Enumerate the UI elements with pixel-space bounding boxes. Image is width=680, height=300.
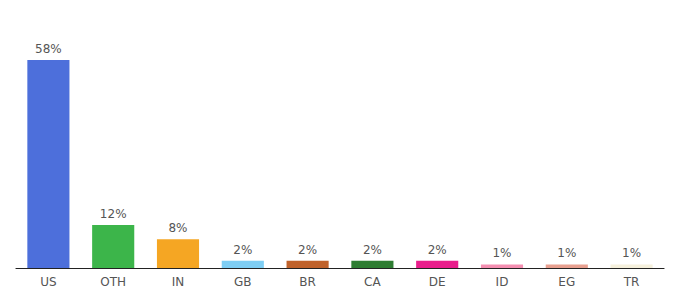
svg-text:EG: EG [558,275,575,289]
svg-text:BR: BR [299,275,316,289]
svg-text:TR: TR [623,275,640,289]
svg-text:12%: 12% [100,207,127,221]
svg-text:2%: 2% [428,243,447,257]
svg-text:GB: GB [234,275,252,289]
svg-text:1%: 1% [622,246,641,260]
svg-text:2%: 2% [298,243,317,257]
svg-text:IN: IN [172,275,185,289]
svg-text:1%: 1% [492,246,511,260]
svg-text:2%: 2% [233,243,252,257]
svg-text:8%: 8% [168,221,187,235]
svg-text:OTH: OTH [100,275,126,289]
svg-text:1%: 1% [557,246,576,260]
svg-text:58%: 58% [35,42,62,56]
svg-text:CA: CA [364,275,381,289]
svg-text:2%: 2% [363,243,382,257]
svg-text:US: US [40,275,56,289]
svg-text:ID: ID [496,275,509,289]
svg-text:DE: DE [429,275,446,289]
